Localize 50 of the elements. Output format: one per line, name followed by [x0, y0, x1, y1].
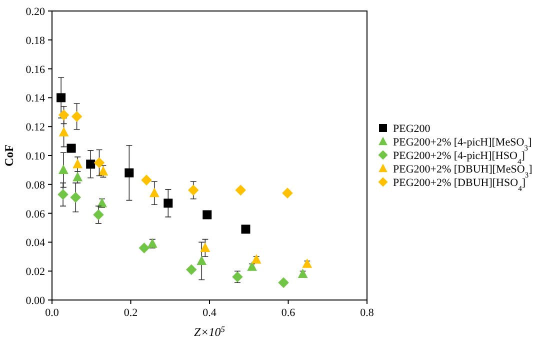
y-tick-label: 0.02 — [26, 266, 45, 278]
point — [98, 166, 108, 176]
point — [278, 277, 289, 288]
point — [196, 256, 207, 266]
point — [141, 174, 152, 186]
y-axis-title: CoF — [2, 144, 16, 166]
point — [202, 210, 212, 220]
point — [70, 192, 82, 203]
x-tick-label: 0.8 — [360, 307, 374, 319]
legend-label: PEG200 — [393, 123, 431, 135]
legend-label: PEG200+2% [4-picH][MeSO$_{3}$] — [393, 136, 532, 152]
point — [188, 184, 199, 196]
point — [235, 184, 246, 196]
point — [302, 258, 312, 268]
legend-label: PEG200+2% [DBUH][MeSO$_{3}$] — [393, 164, 532, 179]
y-tick-label: 0.10 — [26, 150, 46, 162]
point — [124, 168, 134, 178]
y-tick-label: 0.20 — [26, 6, 46, 18]
point — [58, 110, 70, 120]
y-tick-label: 0.00 — [26, 295, 46, 307]
y-tick-label: 0.08 — [26, 179, 46, 192]
legend-label: PEG200+2% [DBUH][HSO$_{4}$] — [393, 177, 526, 192]
y-tick-label: 0.18 — [26, 34, 46, 47]
point — [71, 111, 82, 122]
point — [94, 157, 105, 168]
y-tick-label: 0.12 — [26, 122, 45, 134]
point — [241, 224, 250, 234]
point — [149, 188, 160, 198]
y-tick-label: 0.14 — [26, 92, 46, 105]
y-tick-label: 0.04 — [26, 237, 46, 250]
legend-label: PEG200+2% [4-picH][HSO$_{4}$] — [393, 150, 525, 166]
point — [58, 126, 69, 136]
point — [86, 160, 96, 169]
point — [58, 164, 68, 174]
point — [72, 158, 83, 168]
x-axis-title: Z×10$^{5}$ — [194, 324, 225, 339]
point — [58, 189, 68, 200]
y-tick-label: 0.06 — [26, 208, 46, 220]
point — [200, 242, 210, 252]
point — [164, 198, 173, 208]
point — [186, 264, 197, 276]
x-tick-label: 0.2 — [124, 307, 138, 319]
y-tick-label: 0.16 — [26, 64, 46, 76]
point — [282, 188, 293, 198]
point — [138, 242, 150, 254]
point — [56, 93, 66, 102]
x-tick-label: 0.0 — [45, 307, 60, 319]
x-tick-label: 0.4 — [202, 307, 217, 319]
point — [93, 209, 104, 220]
x-tick-label: 0.6 — [281, 307, 296, 319]
